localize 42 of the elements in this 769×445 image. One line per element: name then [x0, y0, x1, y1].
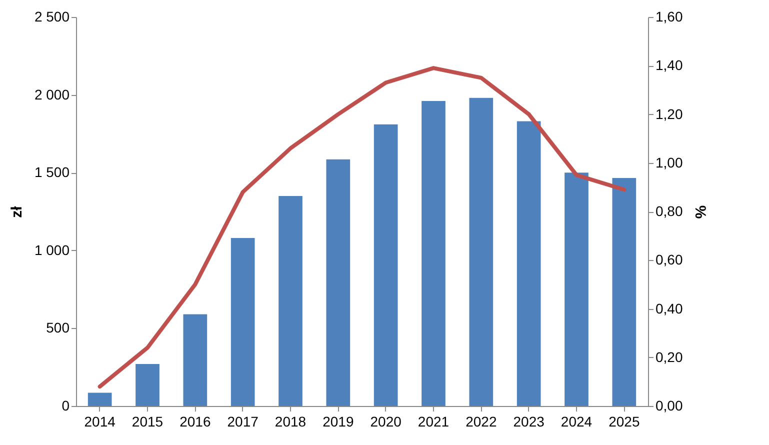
bar [469, 98, 494, 406]
bar [326, 159, 350, 406]
y-axis-title: zł [8, 205, 26, 218]
x-tick-label: 2018 [274, 414, 306, 430]
x-tick-label: 2021 [418, 414, 450, 430]
y2-tick-label: 1,60 [656, 8, 683, 24]
bar [612, 178, 636, 406]
x-tick-label: 2016 [180, 414, 211, 430]
y2-tick-label: 0,20 [656, 348, 683, 365]
bar [374, 124, 398, 406]
bar [183, 314, 208, 406]
y-tick-label: 1 500 [34, 164, 70, 180]
x-tick-label: 2015 [132, 414, 164, 430]
y2-tick-label: 0,40 [656, 300, 683, 316]
x-tick-label: 2019 [322, 414, 354, 430]
bar [422, 101, 446, 406]
y-tick-label: 0 [62, 398, 70, 414]
y-tick-label: 1 000 [34, 242, 70, 258]
bar [88, 392, 112, 406]
y2-tick-label: 1,00 [656, 154, 683, 170]
y2-tick-label: 0,60 [656, 252, 683, 268]
line-series [98, 66, 626, 389]
x-tick-label: 2017 [227, 414, 259, 430]
y-tick-label: 2 500 [34, 8, 70, 24]
x-tick-label: 2022 [466, 414, 497, 430]
bar [136, 364, 160, 406]
x-tick-label: 2020 [370, 414, 402, 430]
bar [278, 196, 302, 406]
y2-tick-label: 1,40 [656, 57, 683, 74]
y-tick-label: 500 [46, 320, 70, 336]
x-tick-label: 2024 [560, 414, 592, 430]
x-tick-label: 2014 [84, 414, 116, 430]
x-tick-label: 2023 [513, 414, 545, 430]
x-tick-label: 2025 [608, 414, 640, 430]
y2-tick-label: 1,20 [656, 106, 683, 122]
y2-tick-label: 0,00 [656, 398, 683, 414]
bar [516, 121, 541, 406]
y2-axis-title: % [692, 205, 709, 219]
y-tick-label: 2 000 [34, 86, 70, 102]
y2-tick-label: 0,80 [656, 203, 683, 219]
bar [564, 172, 588, 406]
bar [230, 238, 255, 406]
